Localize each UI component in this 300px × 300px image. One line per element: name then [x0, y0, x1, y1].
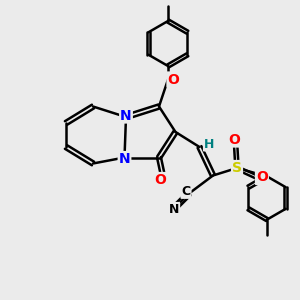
- Text: O: O: [256, 170, 268, 184]
- Text: N: N: [120, 109, 132, 122]
- Text: N: N: [169, 203, 179, 216]
- Text: H: H: [204, 137, 214, 151]
- Text: O: O: [154, 173, 166, 187]
- Text: O: O: [167, 73, 179, 86]
- Text: C: C: [182, 185, 190, 198]
- Text: N: N: [119, 152, 130, 166]
- Text: O: O: [228, 133, 240, 146]
- Text: S: S: [232, 161, 242, 175]
